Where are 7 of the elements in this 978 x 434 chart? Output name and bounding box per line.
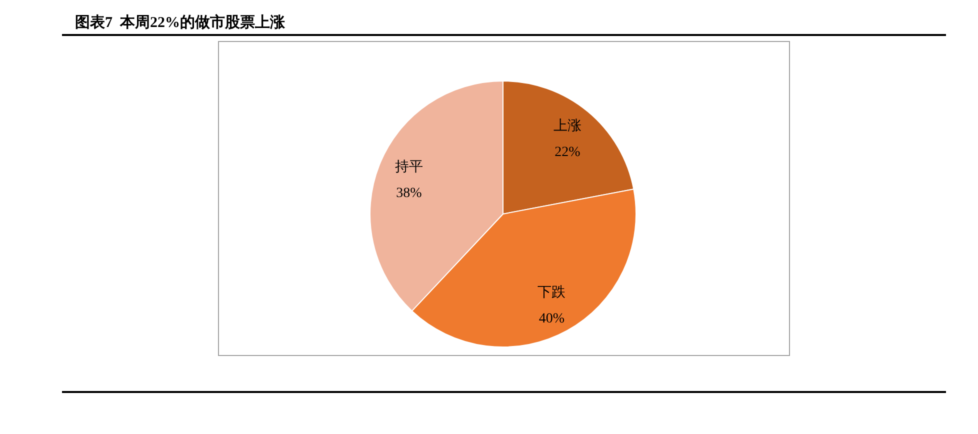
data-label: 38% (396, 186, 422, 201)
slice-label: 持平 (395, 158, 424, 175)
data-label: 22% (554, 145, 581, 160)
slice-label: 下跌 (538, 284, 566, 301)
slice-label: 上涨 (553, 118, 582, 134)
data-label: 40% (538, 312, 565, 327)
title: 图表7 本周22%的做市股票上涨 (75, 15, 285, 31)
